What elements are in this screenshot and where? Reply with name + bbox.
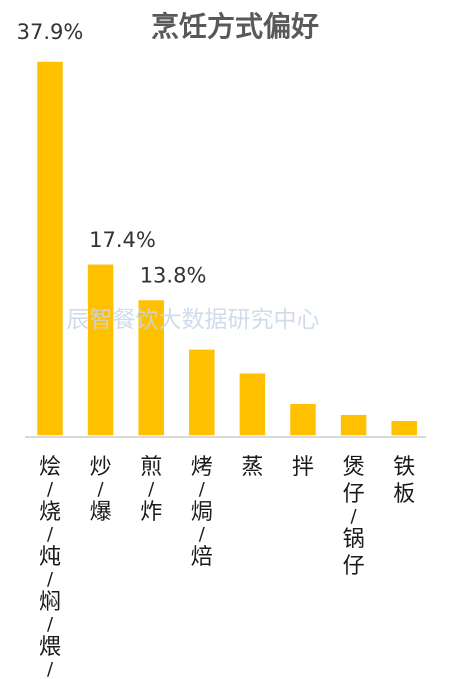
chart-title: 烹饪方式偏好 bbox=[151, 10, 319, 43]
bar-6 bbox=[339, 413, 368, 437]
watermark: 辰智餐饮大数据研究中心 bbox=[67, 307, 320, 333]
bar-1 bbox=[86, 263, 115, 437]
category-label-1: 炒/爆 bbox=[90, 455, 112, 525]
data-label-1: 17.4% bbox=[89, 228, 156, 252]
category-label-7: 铁板 bbox=[393, 455, 415, 507]
bar-4 bbox=[238, 371, 267, 437]
category-label-3: 烤/焗/焙 bbox=[191, 455, 213, 570]
bar-0 bbox=[35, 60, 65, 437]
category-label-2: 煎/炸 bbox=[140, 455, 162, 525]
data-label-0: 37.9% bbox=[17, 20, 84, 44]
category-label-5: 拌 bbox=[292, 455, 314, 480]
bar-5 bbox=[288, 402, 318, 437]
data-labels-group: 37.9% 17.4% 13.8% bbox=[17, 20, 207, 288]
category-labels-group: 烩/烧/炖/焖/煨/煮 炒/爆 煎/炸 烤/焗/焙 蒸 拌 煲仔/锅仔 铁板 bbox=[39, 455, 415, 679]
bars-group bbox=[35, 60, 419, 437]
category-label-4: 蒸 bbox=[241, 455, 263, 480]
category-label-0: 烩/烧/炖/焖/煨/煮 bbox=[39, 455, 61, 679]
category-label-6: 煲仔/锅仔 bbox=[343, 455, 365, 579]
bar-3 bbox=[187, 348, 217, 437]
data-label-2: 13.8% bbox=[140, 264, 207, 288]
bar-7 bbox=[389, 419, 419, 437]
